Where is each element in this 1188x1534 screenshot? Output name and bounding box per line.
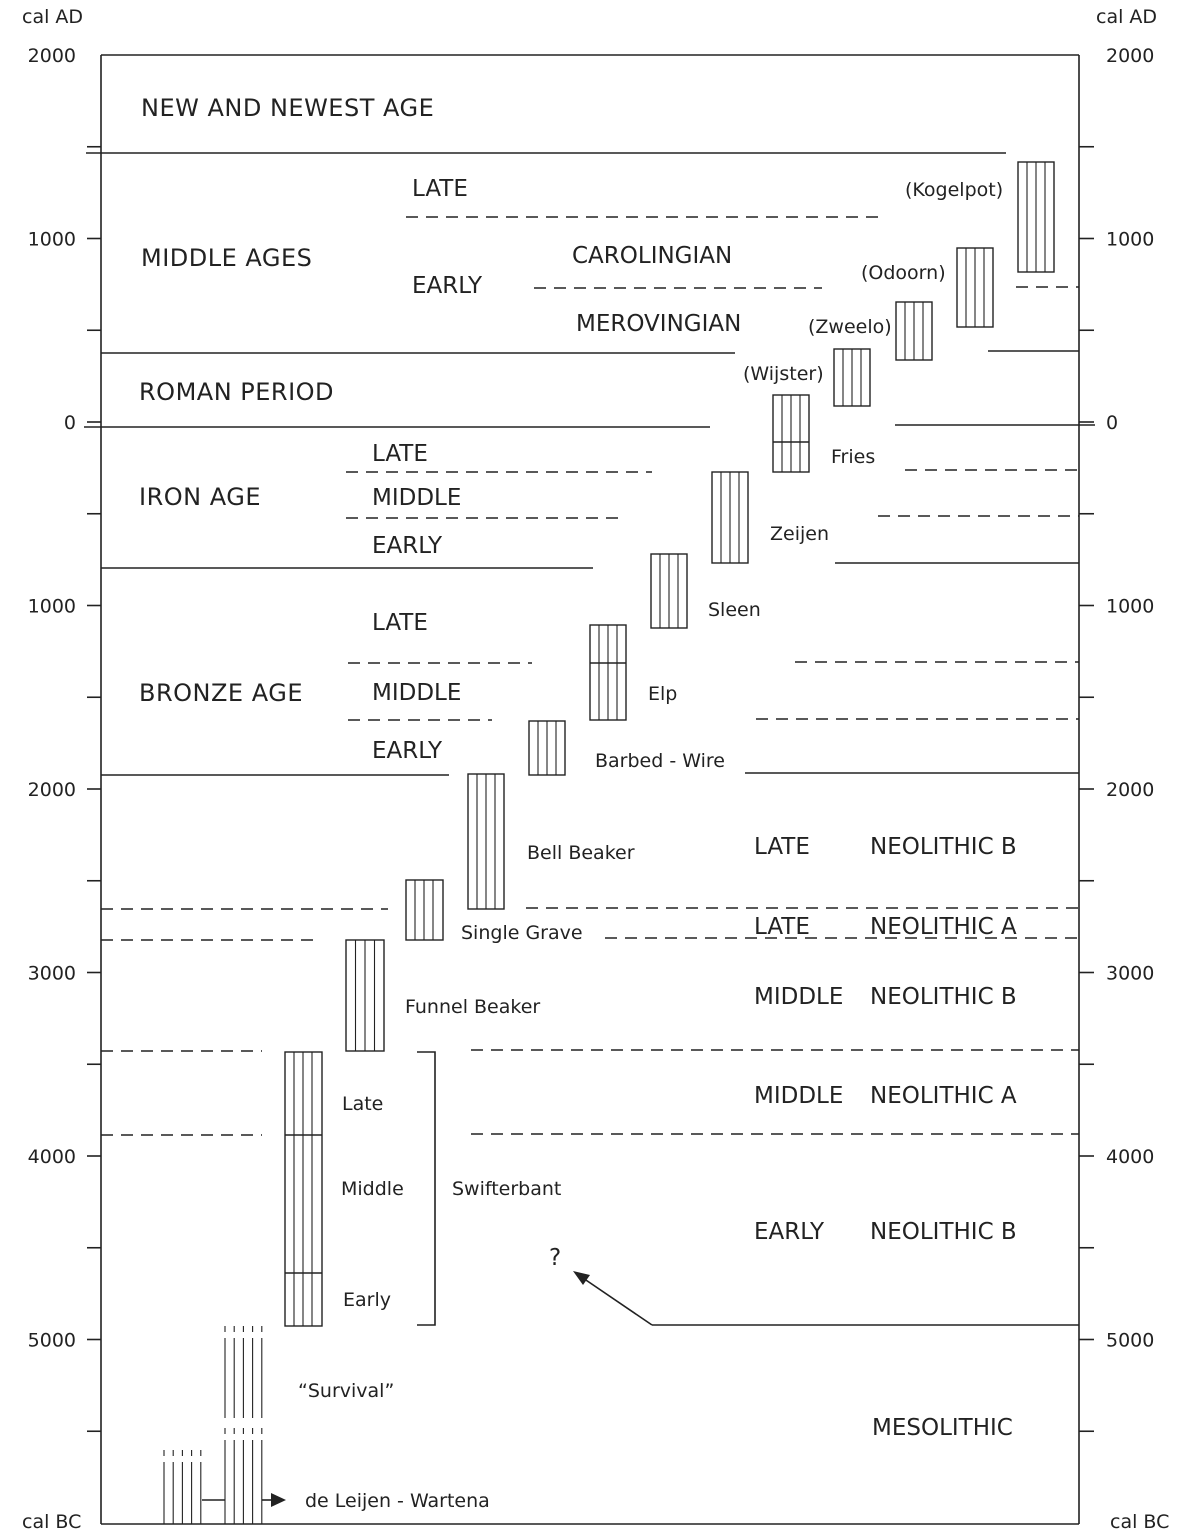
axis-tick-labels: 2000 2000 1000 1000 0 0 1000 1000 2000 2000 3000 30… (28, 45, 1155, 1352)
bar-fries (772, 394, 810, 473)
culture-bars (163, 161, 1055, 1524)
label-ia-early: EARLY (372, 533, 443, 559)
axis-ticks (87, 145, 1094, 1433)
label-mesolithic: MESOLITHIC (872, 1415, 1013, 1441)
right-tick-label: 1000 (1106, 596, 1154, 618)
left-tick-label: 5000 (28, 1330, 76, 1352)
label-fries: Fries (831, 446, 875, 468)
bar-kogelpot (1017, 161, 1055, 273)
bar-wijster (833, 348, 871, 407)
bar-swifterbant (284, 1051, 323, 1327)
label-ma-early: EARLY (412, 273, 483, 299)
label-bell-beaker: Bell Beaker (527, 842, 635, 864)
label-mn-a-2: NEOLITHIC A (870, 1083, 1017, 1109)
label-funnel-beaker: Funnel Beaker (405, 996, 540, 1018)
label-sw-early: Early (343, 1289, 391, 1311)
left-tick-label: 3000 (28, 963, 76, 985)
bar-sleen (650, 553, 688, 629)
arrow-head-icon (573, 1271, 590, 1285)
right-tick-label: 2000 (1106, 779, 1154, 801)
label-mn-b-1: MIDDLE (754, 984, 843, 1010)
label-sleen: Sleen (708, 599, 761, 621)
label-ln-b-2: NEOLITHIC B (870, 834, 1017, 860)
label-odoorn: (Odoorn) (861, 262, 946, 284)
label-ba-early: EARLY (372, 738, 443, 764)
label-en-b-2: NEOLITHIC B (870, 1219, 1017, 1245)
label-ln-a-2: NEOLITHIC A (870, 914, 1017, 940)
bar-de-leijen (163, 1450, 202, 1524)
bar-elp (589, 624, 627, 721)
label-de-leijen: de Leijen - Wartena (305, 1490, 490, 1512)
swifterbant-bracket (417, 1051, 436, 1326)
label-merovingian: MEROVINGIAN (576, 311, 741, 337)
label-carolingian: CAROLINGIAN (572, 243, 732, 269)
right-tick-label: 4000 (1106, 1146, 1154, 1168)
question-arrow (573, 1271, 653, 1326)
left-tick-label: 1000 (28, 229, 76, 251)
de-leijen-arrow (202, 1493, 286, 1507)
label-zweelo: (Zweelo) (808, 316, 892, 338)
label-roman: ROMAN PERIOD (139, 378, 334, 406)
bar-survival (224, 1326, 263, 1418)
label-ln-a-1: LATE (754, 914, 810, 940)
right-tick-label: 2000 (1106, 45, 1154, 67)
sub-period-boundaries (101, 216, 1079, 1136)
label-question: ? (549, 1245, 561, 1271)
label-sw-middle: Middle (341, 1178, 404, 1200)
label-ba-late: LATE (372, 610, 428, 636)
bar-barbed-wire (528, 720, 566, 776)
bar-zweelo (895, 301, 933, 361)
label-new-age: NEW AND NEWEST AGE (141, 94, 434, 122)
label-kogelpot: (Kogelpot) (905, 179, 1003, 201)
bar-survival-lower (224, 1428, 263, 1524)
bottom-left-unit: cal BC (22, 1511, 81, 1533)
left-tick-label: 2000 (28, 779, 76, 801)
bar-odoorn (956, 247, 994, 328)
right-tick-label: 5000 (1106, 1330, 1154, 1352)
top-left-unit: cal AD (22, 6, 83, 28)
bar-single-grave (405, 879, 444, 941)
label-iron-age: IRON AGE (139, 483, 261, 511)
label-sw-late: Late (342, 1093, 383, 1115)
right-tick-label: 3000 (1106, 963, 1154, 985)
label-ia-late: LATE (372, 441, 428, 467)
label-barbed-wire: Barbed - Wire (595, 750, 725, 772)
left-tick-label: 4000 (28, 1146, 76, 1168)
label-swifterbant: Swifterbant (452, 1178, 561, 1200)
top-right-unit: cal AD (1096, 6, 1157, 28)
label-ln-b-1: LATE (754, 834, 810, 860)
label-mn-a-1: MIDDLE (754, 1083, 843, 1109)
label-bronze-age: BRONZE AGE (139, 679, 303, 707)
left-tick-label: 2000 (28, 45, 76, 67)
bar-funnel-beaker (345, 939, 385, 1052)
left-tick-label: 1000 (28, 596, 76, 618)
label-zeijen: Zeijen (770, 523, 829, 545)
label-mn-b-2: NEOLITHIC B (870, 984, 1017, 1010)
label-ia-middle: MIDDLE (372, 485, 461, 511)
left-tick-label: 0 (64, 412, 76, 434)
label-ma-late: LATE (412, 176, 468, 202)
bottom-right-unit: cal BC (1110, 1511, 1169, 1533)
arrow-right-icon (271, 1493, 286, 1507)
label-ba-middle: MIDDLE (372, 680, 461, 706)
label-elp: Elp (648, 683, 677, 705)
right-tick-label: 0 (1106, 412, 1118, 434)
label-survival: “Survival” (298, 1380, 394, 1402)
bar-bell-beaker (467, 773, 505, 910)
bar-zeijen (711, 471, 749, 564)
label-single-grave: Single Grave (461, 922, 583, 944)
right-tick-label: 1000 (1106, 229, 1154, 251)
label-wijster: (Wijster) (743, 363, 824, 385)
label-en-b-1: EARLY (754, 1219, 825, 1245)
label-middle-ages: MIDDLE AGES (141, 244, 312, 272)
period-boundaries (84, 152, 1095, 1326)
